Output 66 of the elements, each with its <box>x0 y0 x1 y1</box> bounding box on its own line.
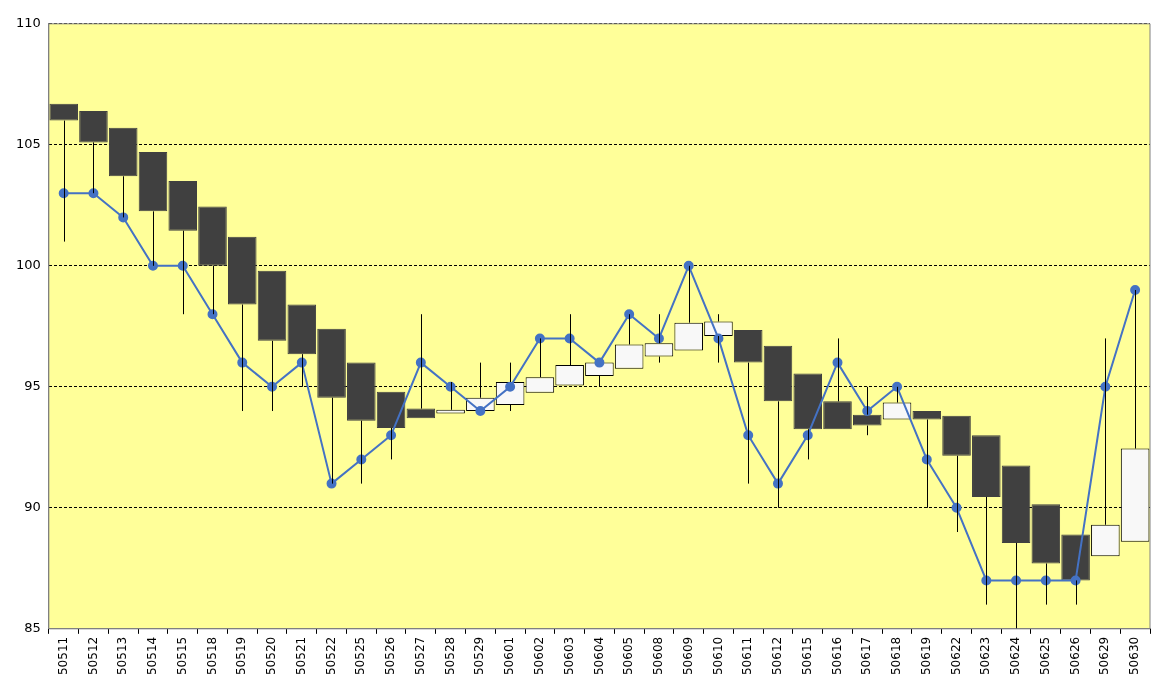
point <box>534 333 545 344</box>
candlestick <box>852 386 882 436</box>
x-tick-label: 50526 <box>383 636 398 676</box>
x-tick-label: 50609 <box>680 636 695 676</box>
point <box>475 406 486 417</box>
candlestick <box>257 270 287 412</box>
candlestick <box>1061 534 1090 606</box>
x-tick-label: 50525 <box>353 636 368 676</box>
candlestick <box>644 313 674 364</box>
x-tick-label: 50518 <box>204 636 219 676</box>
x-tick-label: 50616 <box>829 636 844 676</box>
point <box>505 381 516 392</box>
x-tick-label: 50618 <box>889 636 904 676</box>
y-tick-label: 100 <box>15 257 41 273</box>
x-tick-label: 50602 <box>532 636 547 676</box>
y-tick-label: 110 <box>15 15 41 31</box>
x-tick-label: 50629 <box>1097 636 1112 676</box>
point <box>1130 285 1141 296</box>
x-tick-label: 50513 <box>115 636 130 676</box>
y-tick-label: 90 <box>24 499 41 515</box>
x-tick-label: 50624 <box>1008 636 1023 676</box>
x-tick-label: 50603 <box>561 636 576 676</box>
x-tick-label: 50527 <box>412 636 427 676</box>
point <box>594 357 605 368</box>
x-tick-label: 50514 <box>145 636 160 676</box>
x-tick-label: 50529 <box>472 636 487 676</box>
point <box>147 260 158 271</box>
point <box>118 212 129 223</box>
x-tick-label: 50604 <box>591 636 606 676</box>
x-tick-label: 50617 <box>859 636 874 676</box>
point <box>892 381 903 392</box>
y-tick-label: 105 <box>15 136 41 152</box>
candlestick <box>168 181 198 315</box>
x-tick-label: 50512 <box>85 636 100 676</box>
point <box>1070 575 1081 586</box>
candlestick <box>793 373 823 460</box>
point <box>683 260 694 271</box>
x-tick-label: 50612 <box>770 636 785 676</box>
candlestick <box>376 391 406 460</box>
point <box>624 309 635 320</box>
y-tick-label: 85 <box>24 620 41 636</box>
x-tick-label: 50619 <box>918 636 933 676</box>
point <box>326 478 337 489</box>
x-tick-label: 50622 <box>948 636 963 676</box>
x-tick-label: 50520 <box>264 636 279 676</box>
x-tick-label: 50528 <box>442 636 457 676</box>
x-tick-label: 50630 <box>1127 636 1142 676</box>
x-tick-label: 50615 <box>799 636 814 676</box>
x-tick-label: 50625 <box>1037 636 1052 676</box>
x-tick-label: 50610 <box>710 636 725 676</box>
x-tick-label: 50511 <box>55 636 70 676</box>
x-tick-label: 50515 <box>174 636 189 676</box>
candlestick <box>704 313 733 364</box>
x-tick-label: 50519 <box>234 636 249 676</box>
y-tick-label: 95 <box>24 378 41 394</box>
x-tick-label: 50605 <box>621 636 636 676</box>
x-tick-label: 50623 <box>978 636 993 676</box>
candlestick <box>942 415 971 533</box>
x-tick-label: 50521 <box>293 636 308 676</box>
point <box>207 309 218 320</box>
x-tick-label: 50608 <box>651 636 666 676</box>
x-tick-label: 50611 <box>740 636 755 676</box>
x-tick-label: 50626 <box>1067 636 1082 676</box>
x-tick-label: 50522 <box>323 636 338 676</box>
x-tick-label: 50601 <box>502 636 517 676</box>
point <box>88 188 99 199</box>
